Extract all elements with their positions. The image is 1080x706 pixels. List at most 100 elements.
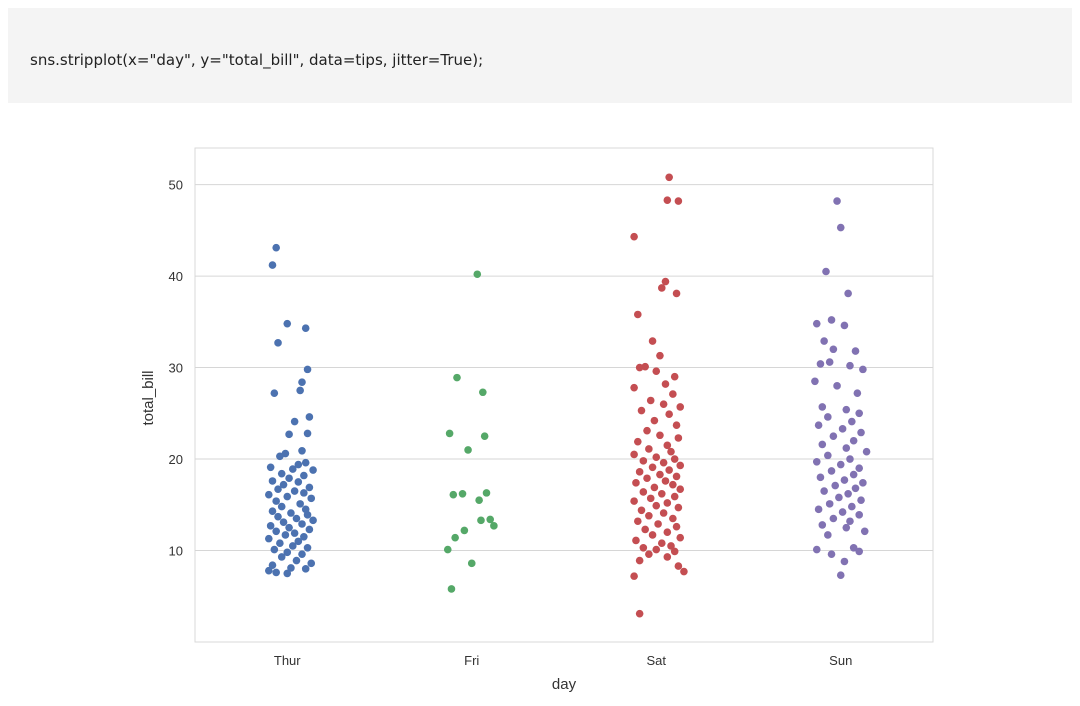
data-point [265,490,273,499]
data-point [816,360,825,368]
data-point [674,197,683,205]
data-point [467,559,476,568]
data-point [632,536,640,545]
data-point [285,474,293,483]
data-point [648,463,657,472]
data-point [661,477,670,485]
data-point [811,377,819,386]
data-point [846,361,854,370]
data-point [648,337,657,345]
data-point [848,502,856,511]
data-point [842,523,851,532]
data-point [838,425,847,433]
data-point [829,345,838,354]
data-point [825,500,834,508]
data-point [296,500,304,508]
data-point [634,310,642,319]
data-point [665,410,673,419]
data-point [630,383,638,392]
data-point [829,514,838,523]
data-point [670,492,679,501]
data-point [827,550,836,558]
data-point [672,289,681,298]
data-point [663,553,672,561]
data-point [290,529,299,537]
data-point [657,284,666,292]
data-point [475,496,483,505]
data-point [652,545,661,554]
data-point [303,543,312,552]
data-point [279,480,288,489]
data-point [818,521,827,529]
y-tick-label: 50 [169,178,183,193]
data-point [641,525,649,534]
data-point [300,532,308,541]
data-point [646,494,655,503]
data-point [831,481,840,490]
data-point [648,531,657,539]
data-point [305,483,314,492]
data-point [643,426,651,435]
code-cell[interactable]: sns.stripplot(x="day", y="total_bill", d… [8,8,1072,103]
data-point [458,490,467,498]
data-point [855,464,863,472]
data-point [855,409,863,418]
data-point [268,477,277,485]
data-point [669,390,677,398]
data-point [637,406,646,415]
y-tick-label: 30 [169,361,183,376]
data-point [460,526,469,535]
y-tick-label: 40 [169,269,183,284]
data-point [643,474,651,483]
data-point [285,430,293,439]
data-point [635,363,644,372]
data-point [490,522,498,530]
x-axis-label: day [552,676,577,693]
data-point [849,470,858,479]
data-point [309,516,317,525]
data-point [443,545,452,554]
data-point [818,440,827,449]
data-point [634,517,642,526]
data-point [825,358,834,366]
data-point [307,494,316,503]
data-point [639,488,648,496]
data-point [853,389,862,397]
data-point [646,396,655,405]
data-point [453,373,461,382]
data-point [661,277,670,286]
code-text: sns.stripplot(x="day", y="total_bill", d… [30,51,484,69]
data-point [650,483,659,492]
data-point [674,503,683,512]
data-point [849,436,858,445]
data-point [657,539,666,547]
data-point [844,490,852,498]
data-point [632,479,640,487]
data-point [855,511,863,519]
data-point [292,556,301,565]
data-point [270,389,279,397]
data-point [665,466,673,474]
data-point [652,367,661,376]
data-point [630,232,638,241]
data-point [265,534,273,543]
data-point [663,441,672,450]
data-point [822,267,830,276]
data-point [294,478,303,486]
data-point [283,548,292,557]
data-point [298,550,306,558]
data-point [840,321,849,330]
data-point [303,365,312,374]
data-point [862,447,871,456]
data-point [298,520,306,528]
data-point [812,545,821,554]
data-point [290,417,299,426]
data-point [290,487,299,495]
data-point [659,509,668,517]
data-point [294,460,303,469]
series-thur [265,243,317,578]
data-point [835,493,843,502]
data-point [294,537,303,546]
